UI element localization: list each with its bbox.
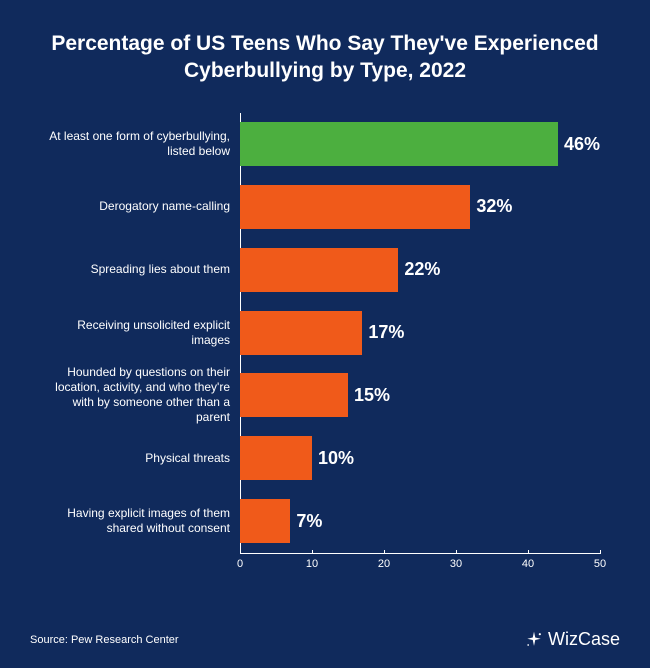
chart-footer: Source: Pew Research Center WizCase	[30, 629, 620, 650]
bar-rect	[240, 311, 362, 355]
bar-rect	[240, 499, 290, 543]
plot-area: At least one form of cyberbullying, list…	[240, 113, 600, 583]
bar-value: 7%	[296, 511, 322, 532]
x-axis: 01020304050	[240, 553, 600, 583]
bar-row: Physical threats10%	[240, 436, 600, 480]
x-tick: 50	[580, 554, 620, 570]
source-text: Source: Pew Research Center	[30, 634, 179, 646]
bar-value: 10%	[318, 448, 354, 469]
bar-row: At least one form of cyberbullying, list…	[240, 122, 600, 166]
sparkle-icon	[524, 630, 544, 650]
bar-rect	[240, 373, 348, 417]
brand-text: WizCase	[548, 629, 620, 650]
x-tick-label: 30	[436, 558, 476, 570]
bar-rect	[240, 436, 312, 480]
bar-value: 22%	[404, 259, 440, 280]
bar-rect	[240, 122, 558, 166]
x-tick-label: 0	[220, 558, 260, 570]
bar-rect	[240, 185, 470, 229]
bar-value: 17%	[368, 322, 404, 343]
x-tick-label: 10	[292, 558, 332, 570]
bar-label: At least one form of cyberbullying, list…	[40, 129, 240, 159]
bar-value: 15%	[354, 385, 390, 406]
x-tick: 10	[292, 554, 332, 570]
bar-row: Spreading lies about them22%	[240, 248, 600, 292]
x-tick-label: 50	[580, 558, 620, 570]
bar-label: Hounded by questions on their location, …	[40, 365, 240, 425]
bar-label: Having explicit images of them shared wi…	[40, 506, 240, 536]
bar-value: 32%	[476, 196, 512, 217]
bar-row: Derogatory name-calling32%	[240, 185, 600, 229]
x-tick: 0	[220, 554, 260, 570]
x-tick-label: 20	[364, 558, 404, 570]
bar-row: Receiving unsolicited explicit images17%	[240, 311, 600, 355]
bar-label: Spreading lies about them	[40, 262, 240, 277]
bar-rect	[240, 248, 398, 292]
x-tick: 20	[364, 554, 404, 570]
bars-group: At least one form of cyberbullying, list…	[240, 113, 600, 553]
chart-title: Percentage of US Teens Who Say They've E…	[40, 30, 610, 85]
x-tick: 40	[508, 554, 548, 570]
bar-value: 46%	[564, 134, 600, 155]
bar-row: Hounded by questions on their location, …	[240, 373, 600, 417]
brand-logo: WizCase	[524, 629, 620, 650]
x-tick: 30	[436, 554, 476, 570]
bar-label: Physical threats	[40, 451, 240, 466]
x-tick-label: 40	[508, 558, 548, 570]
chart-container: Percentage of US Teens Who Say They've E…	[0, 0, 650, 668]
bar-row: Having explicit images of them shared wi…	[240, 499, 600, 543]
bar-label: Receiving unsolicited explicit images	[40, 318, 240, 348]
bar-label: Derogatory name-calling	[40, 199, 240, 214]
